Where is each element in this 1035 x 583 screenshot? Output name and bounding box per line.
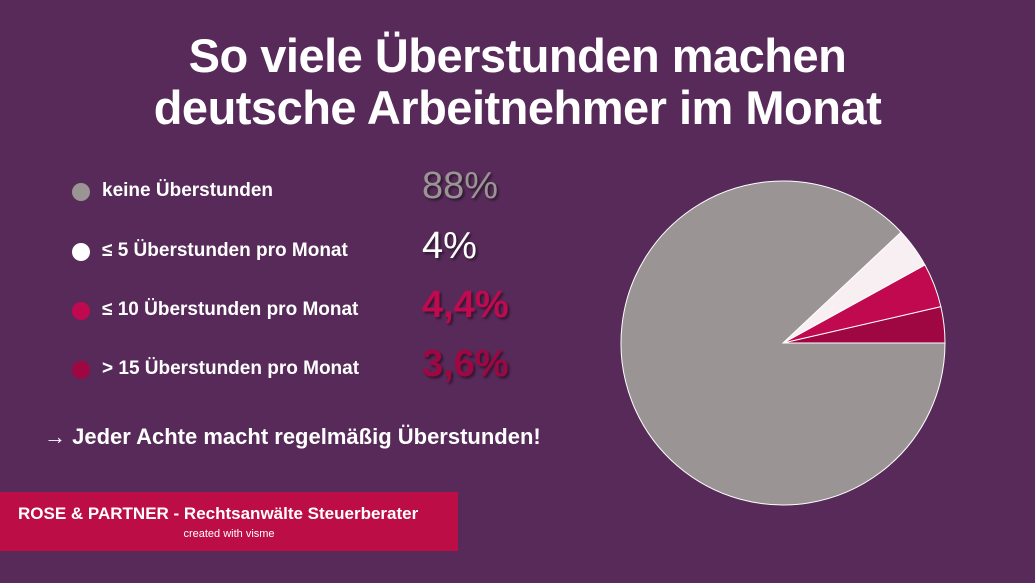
chart-title: So viele Überstunden machen deutsche Arb…: [0, 30, 1035, 134]
title-line-2: deutsche Arbeitnehmer im Monat: [153, 81, 882, 134]
pie-chart: [620, 180, 946, 506]
legend-item-keine: keine Überstunden 88%: [72, 165, 542, 215]
title-line-1: So viele Überstunden machen: [188, 29, 847, 82]
legend-label: ≤ 10 Überstunden pro Monat: [102, 299, 359, 320]
legend-label: > 15 Überstunden pro Monat: [102, 358, 360, 379]
legend-dot-icon: [72, 183, 90, 201]
footer-company: ROSE & PARTNER - Rechtsanwälte Steuerber…: [18, 504, 419, 523]
legend-dot-icon: [72, 302, 90, 320]
legend-value: 4%: [422, 225, 477, 267]
legend-item-bis-10: ≤ 10 Überstunden pro Monat 4,4%: [72, 284, 542, 334]
pie-slice-3: [620, 180, 946, 506]
conclusion-text: → Jeder Achte macht regelmäßig Überstund…: [44, 424, 541, 449]
legend-item-ueber-15: > 15 Überstunden pro Monat 3,6%: [72, 343, 542, 393]
legend-label: keine Überstunden: [102, 180, 274, 201]
legend-value: 3,6%: [422, 343, 509, 385]
legend-label: ≤ 5 Überstunden pro Monat: [102, 240, 348, 261]
legend-item-bis-5: ≤ 5 Überstunden pro Monat 4%: [72, 225, 542, 275]
footer-credit: created with visme: [183, 528, 275, 540]
legend-value: 88%: [422, 165, 499, 207]
legend-dot-icon: [72, 243, 90, 261]
footer-banner: ROSE & PARTNER - Rechtsanwälte Steuerber…: [0, 492, 458, 551]
legend-dot-icon: [72, 361, 90, 379]
legend-value: 4,4%: [422, 284, 509, 326]
